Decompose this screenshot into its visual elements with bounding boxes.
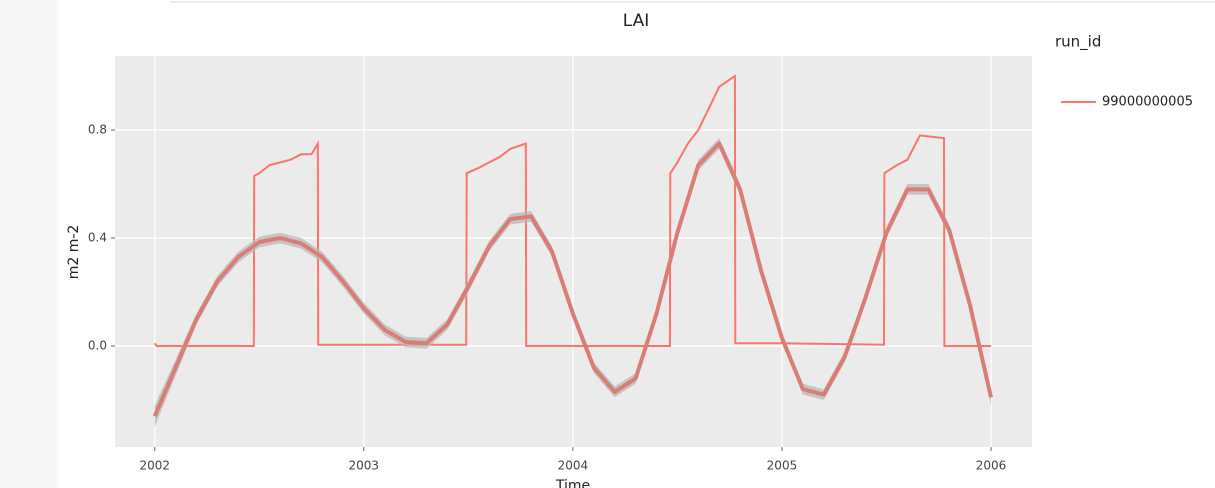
x-tick-label: 2005 [767,459,798,473]
marks [152,74,993,427]
data-line [153,74,991,347]
x-tick-label: 2002 [139,459,170,473]
y-tick-label: 0.4 [88,230,107,244]
x-tick-label: 2003 [349,459,380,473]
y-tick-label: 0.0 [88,339,107,353]
x-tick-label: 2004 [558,459,589,473]
legend: 99000000005 [1061,95,1193,110]
smooth-line [152,141,993,417]
y-axis-label: m2 m-2 [66,225,82,280]
chart-title: LAI [623,11,650,31]
x-axis-label: Time [555,478,590,488]
side-strip [0,0,58,488]
x-tick-label: 2006 [976,459,1007,473]
legend-title: run_id [1055,33,1101,52]
legend-label: 99000000005 [1102,95,1193,110]
y-tick-label: 0.8 [88,122,107,136]
